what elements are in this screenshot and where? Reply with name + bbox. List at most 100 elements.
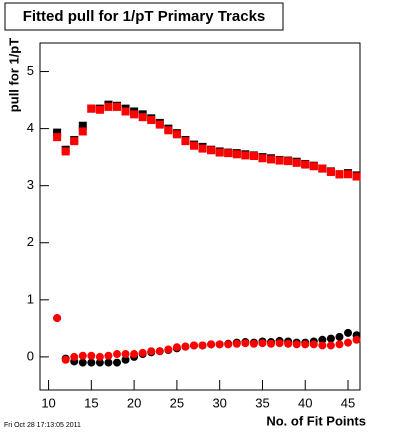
point (95, 352, 104, 361)
point (258, 154, 267, 163)
point (104, 102, 113, 111)
point (275, 156, 284, 165)
point (352, 172, 361, 181)
x-tick-label: 20 (127, 395, 141, 410)
point (249, 339, 258, 348)
point (53, 314, 62, 323)
point (113, 350, 122, 359)
point (335, 340, 344, 349)
title-box (4, 2, 284, 31)
point (164, 126, 173, 135)
point (326, 341, 335, 350)
point (241, 339, 250, 348)
point (104, 358, 113, 367)
point (249, 152, 258, 161)
point (335, 170, 344, 179)
point (198, 341, 207, 350)
x-tick-label: 30 (212, 395, 226, 410)
point (155, 347, 164, 356)
point (207, 146, 216, 155)
point (87, 351, 96, 360)
point (224, 149, 233, 158)
point (138, 348, 147, 357)
point (61, 147, 70, 156)
point (318, 164, 327, 173)
point (258, 339, 267, 348)
point (224, 340, 233, 349)
y-tick-label: 1 (27, 291, 34, 306)
y-tick-label: 4 (27, 120, 34, 135)
point (95, 358, 104, 367)
point (121, 350, 130, 359)
point (130, 110, 139, 119)
x-tick-label: 25 (170, 395, 184, 410)
point (130, 350, 139, 359)
point (190, 141, 199, 150)
point (292, 158, 301, 167)
point (70, 137, 79, 146)
point (113, 358, 122, 367)
point (172, 130, 181, 139)
point (53, 133, 62, 142)
y-axis-label: pull for 1/pT (6, 38, 21, 112)
point (215, 148, 224, 157)
point (87, 358, 96, 367)
point (78, 127, 87, 136)
x-tick-label: 35 (255, 395, 269, 410)
point (301, 340, 310, 349)
point (155, 120, 164, 129)
point (181, 342, 190, 351)
point (104, 351, 113, 360)
point (344, 328, 353, 337)
point (318, 335, 327, 344)
point (241, 151, 250, 160)
point (78, 358, 87, 367)
point (113, 102, 122, 111)
x-tick-label: 45 (341, 395, 355, 410)
point (138, 113, 147, 122)
point (326, 334, 335, 343)
point (164, 345, 173, 354)
point (309, 340, 318, 349)
point (292, 340, 301, 349)
x-tick-label: 15 (84, 395, 98, 410)
point (267, 155, 276, 164)
x-tick-label: 10 (41, 395, 55, 410)
point (301, 160, 310, 169)
chart-title: Fitted pull for 1/pT Primary Tracks (23, 8, 266, 25)
point (344, 338, 353, 347)
point (121, 107, 130, 116)
y-tick-label: 3 (27, 177, 34, 192)
y-tick-label: 2 (27, 234, 34, 249)
point (215, 340, 224, 349)
point (275, 339, 284, 348)
point (198, 144, 207, 153)
point (53, 128, 62, 137)
point (344, 170, 353, 179)
point (284, 157, 293, 166)
point (207, 340, 216, 349)
point (190, 341, 199, 350)
point (335, 332, 344, 341)
point (78, 351, 87, 360)
point (147, 347, 156, 356)
point (267, 339, 276, 348)
point (78, 121, 87, 130)
point (61, 355, 70, 364)
x-axis-label: No. of Fit Points (266, 413, 366, 428)
point (147, 116, 156, 125)
point (172, 343, 181, 352)
point (121, 355, 130, 364)
point (352, 335, 361, 344)
point (181, 137, 190, 146)
point (318, 341, 327, 350)
footer: Fri Oct 28 17:13:05 2011 (4, 422, 81, 429)
point (232, 339, 241, 348)
point (309, 162, 318, 171)
point (95, 105, 104, 114)
point (70, 352, 79, 361)
frame (39, 42, 361, 391)
point (326, 167, 335, 176)
y-tick-label: 5 (27, 63, 34, 78)
